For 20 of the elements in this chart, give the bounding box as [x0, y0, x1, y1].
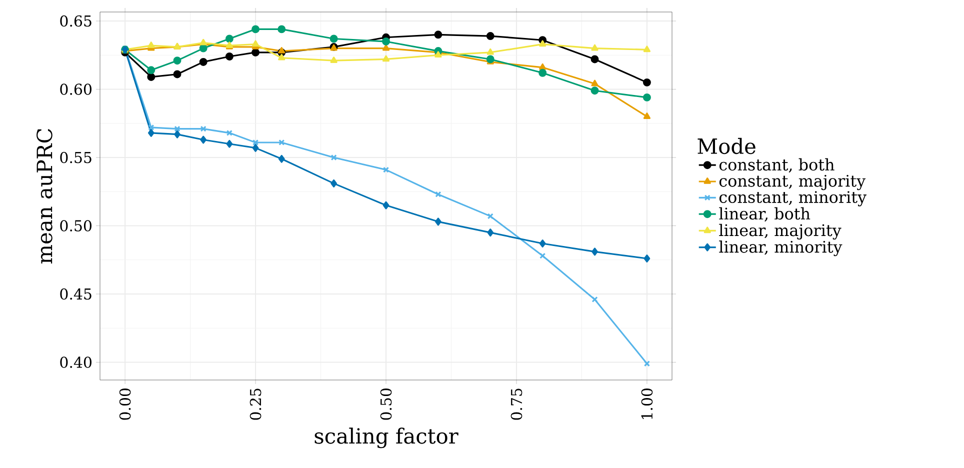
x-tick-label: 1.00 — [641, 388, 653, 419]
legend-label: constant, minority — [719, 191, 866, 206]
y-tick-label: 0.45 — [60, 288, 92, 300]
y-tick-label: 0.65 — [60, 15, 92, 27]
x-tick-label: 0.25 — [250, 388, 262, 420]
x-axis-title: scaling factor — [314, 428, 458, 448]
y-tick-label: 0.40 — [60, 356, 92, 368]
x-tick-label: 0.50 — [380, 388, 392, 420]
y-tick-label: 0.60 — [60, 84, 92, 95]
legend-label: linear, majority — [719, 224, 842, 240]
y-tick-label: 0.55 — [60, 152, 92, 164]
legend-label: linear, minority — [719, 240, 842, 256]
x-tick-label: 0.00 — [119, 388, 131, 420]
y-axis-title: mean auPRC — [36, 128, 52, 264]
legend-label: linear, both — [719, 207, 810, 222]
legend-title: Mode — [698, 138, 756, 154]
legend-label: constant, majority — [719, 174, 866, 190]
legend-label: constant, both — [719, 158, 834, 173]
y-tick-label: 0.50 — [60, 220, 92, 232]
x-tick-label: 0.75 — [510, 388, 522, 420]
